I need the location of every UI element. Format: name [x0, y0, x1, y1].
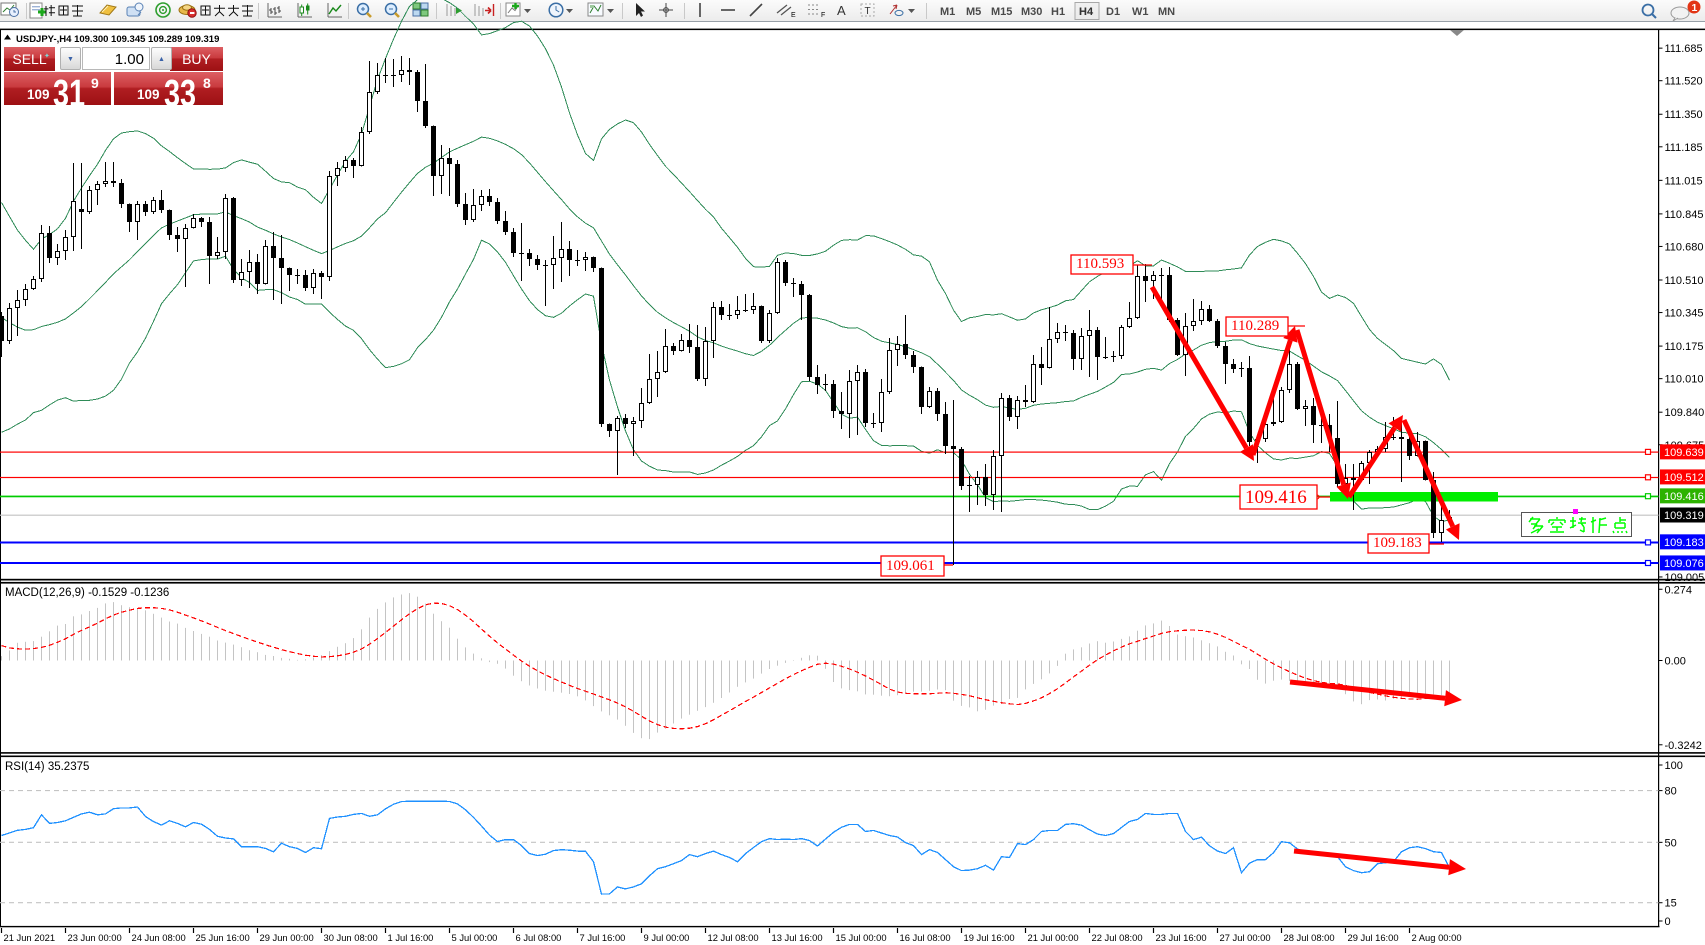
svg-text:0: 0	[1665, 916, 1671, 928]
svg-text:MACD(12,26,9) -0.1529 -0.1236: MACD(12,26,9) -0.1529 -0.1236	[5, 587, 169, 599]
svg-text:RSI(14) 35.2375: RSI(14) 35.2375	[5, 761, 89, 773]
svg-text:109.416: 109.416	[1664, 491, 1704, 503]
svg-text:24 Jun 08:00: 24 Jun 08:00	[132, 932, 186, 943]
svg-text:111.520: 111.520	[1665, 76, 1703, 88]
svg-text:5 Jul 00:00: 5 Jul 00:00	[452, 932, 498, 943]
svg-text:111.685: 111.685	[1665, 43, 1703, 55]
svg-text:9 Jul 00:00: 9 Jul 00:00	[644, 932, 690, 943]
svg-text:M30: M30	[1021, 6, 1042, 18]
svg-text:M5: M5	[966, 6, 981, 18]
svg-text:W1: W1	[1132, 6, 1149, 18]
svg-text:80: 80	[1665, 786, 1677, 798]
svg-text:110.175: 110.175	[1665, 341, 1704, 353]
svg-text:1: 1	[1692, 2, 1698, 14]
svg-text:M15: M15	[991, 6, 1012, 18]
svg-text:23 Jul 16:00: 23 Jul 16:00	[1156, 932, 1207, 943]
svg-text:F: F	[821, 12, 825, 19]
svg-text:M1: M1	[940, 6, 955, 18]
svg-text:E: E	[791, 12, 796, 19]
svg-text:111.350: 111.350	[1665, 109, 1703, 121]
svg-text:H4: H4	[1079, 6, 1094, 18]
svg-text:110.680: 110.680	[1665, 241, 1704, 253]
svg-text:109.639: 109.639	[1664, 447, 1704, 459]
svg-text:12 Jul 08:00: 12 Jul 08:00	[708, 932, 759, 943]
svg-text:22 Jul 08:00: 22 Jul 08:00	[1092, 932, 1143, 943]
svg-text:15: 15	[1665, 898, 1677, 910]
svg-text:2 Aug 00:00: 2 Aug 00:00	[1412, 932, 1462, 943]
svg-text:109.183: 109.183	[1664, 537, 1704, 549]
svg-text:100: 100	[1665, 760, 1683, 772]
svg-text:109.512: 109.512	[1664, 472, 1704, 484]
svg-text:23 Jun 00:00: 23 Jun 00:00	[68, 932, 122, 943]
svg-text:110.845: 110.845	[1665, 209, 1704, 221]
svg-text:109.076: 109.076	[1664, 558, 1704, 570]
svg-text:T: T	[865, 6, 871, 17]
svg-text:0.00: 0.00	[1665, 656, 1686, 668]
svg-text:0.274: 0.274	[1665, 584, 1693, 596]
svg-text:7 Jul 16:00: 7 Jul 16:00	[580, 932, 626, 943]
svg-text:109.183: 109.183	[1373, 535, 1422, 551]
svg-text:28 Jul 08:00: 28 Jul 08:00	[1284, 932, 1335, 943]
svg-text:A: A	[837, 3, 846, 18]
svg-text:1 Jul 16:00: 1 Jul 16:00	[388, 932, 434, 943]
svg-text:MN: MN	[1158, 6, 1175, 18]
svg-text:19 Jul 16:00: 19 Jul 16:00	[964, 932, 1015, 943]
svg-text:27 Jul 00:00: 27 Jul 00:00	[1220, 932, 1271, 943]
svg-text:109.061: 109.061	[886, 558, 935, 574]
svg-text:109.840: 109.840	[1665, 407, 1705, 419]
svg-text:29 Jun 00:00: 29 Jun 00:00	[260, 932, 314, 943]
svg-text:D1: D1	[1106, 6, 1120, 18]
svg-text:110.510: 110.510	[1665, 275, 1704, 287]
svg-text:109.416: 109.416	[1245, 487, 1307, 508]
svg-text:110.010: 110.010	[1665, 374, 1704, 386]
svg-text:111.015: 111.015	[1665, 175, 1703, 187]
svg-text:111.185: 111.185	[1665, 142, 1703, 154]
svg-text:USDJPY-,H4 109.300 109.345 10: USDJPY-,H4 109.300 109.345 109.289 109.3…	[16, 34, 219, 45]
svg-text:21 Jun 2021: 21 Jun 2021	[4, 932, 56, 943]
svg-text:21 Jul 00:00: 21 Jul 00:00	[1028, 932, 1079, 943]
svg-text:13 Jul 16:00: 13 Jul 16:00	[772, 932, 823, 943]
svg-text:110.289: 110.289	[1231, 318, 1279, 334]
svg-text:29 Jul 16:00: 29 Jul 16:00	[1348, 932, 1399, 943]
svg-text:50: 50	[1665, 837, 1677, 849]
svg-text:25 Jun 16:00: 25 Jun 16:00	[196, 932, 250, 943]
svg-text:16 Jul 08:00: 16 Jul 08:00	[900, 932, 951, 943]
svg-text:109.005: 109.005	[1665, 572, 1705, 584]
svg-text:110.345: 110.345	[1665, 308, 1704, 320]
svg-text:109.319: 109.319	[1664, 510, 1704, 522]
svg-text:-0.3242: -0.3242	[1665, 740, 1702, 752]
svg-text:6 Jul 08:00: 6 Jul 08:00	[516, 932, 562, 943]
svg-text:30 Jun 08:00: 30 Jun 08:00	[324, 932, 378, 943]
svg-text:H1: H1	[1051, 6, 1065, 18]
svg-text:15 Jul 00:00: 15 Jul 00:00	[836, 932, 887, 943]
svg-text:110.593: 110.593	[1076, 256, 1124, 272]
